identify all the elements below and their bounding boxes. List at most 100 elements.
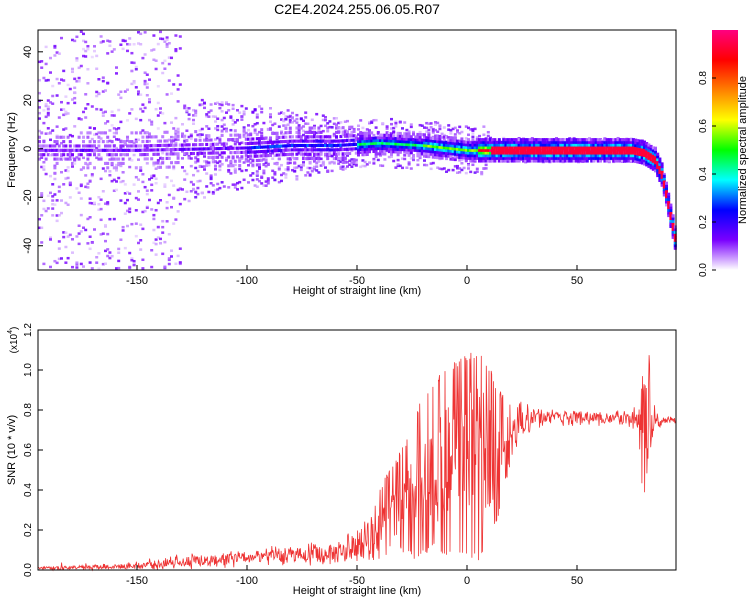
spectrogram-cell: [77, 242, 81, 246]
spectrogram-cell: [104, 169, 107, 173]
spectrogram-cell: [654, 153, 657, 157]
spectrogram-cell: [379, 152, 382, 156]
spectrogram-cell: [315, 155, 319, 158]
spectrogram-cell: [519, 146, 523, 150]
spectrogram-cell: [665, 197, 668, 201]
spectrogram-cell: [121, 179, 125, 183]
spectrogram-cell: [262, 145, 266, 149]
spectrogram-cell: [596, 151, 600, 155]
spectrogram-cell: [361, 137, 365, 141]
spectrogram-cell: [607, 143, 611, 147]
spectrogram-cell: [374, 152, 378, 156]
spectrogram-cell: [260, 131, 264, 135]
spectrogram-cell: [495, 156, 499, 160]
spectrogram-cell: [139, 32, 143, 36]
spectrogram-cell: [49, 265, 52, 269]
spectrogram-cell: [533, 143, 536, 147]
spectrogram-cell: [665, 189, 668, 193]
spectrogram-cell: [416, 163, 420, 167]
spectrogram-cell: [423, 159, 426, 162]
spectrogram-cell: [372, 118, 376, 122]
spectrogram-cell: [601, 154, 605, 158]
spectrogram-cell: [42, 153, 46, 157]
spectrogram-cell: [605, 159, 609, 163]
spectrogram-cell: [346, 137, 349, 141]
spectrogram-cell: [405, 166, 409, 169]
spectrogram-cell: [541, 156, 545, 160]
spectrogram-cell: [249, 157, 253, 161]
spectrogram-cell: [150, 120, 154, 124]
spectrogram-cell: [654, 150, 657, 154]
spectrogram-cell: [95, 94, 99, 98]
spectrogram-cell: [183, 197, 187, 201]
spectrogram-cell: [660, 175, 664, 179]
spectrogram-cell: [519, 154, 523, 158]
spectrogram-cell: [451, 152, 455, 156]
spectrogram-cell: [515, 148, 519, 152]
spectrogram-cell: [73, 125, 77, 128]
spectrogram-cell: [438, 137, 442, 141]
spectrogram-cell: [306, 139, 310, 143]
spectrogram-cell: [535, 151, 539, 155]
spectrogram-cell: [275, 143, 279, 147]
spectrogram-cell: [167, 143, 171, 147]
spectrogram-cell: [572, 154, 576, 158]
spectrogram-cell: [392, 134, 396, 138]
spectrogram-cell: [280, 153, 283, 157]
spectrogram-cell: [436, 150, 440, 154]
spectrogram-cell: [57, 116, 61, 119]
spectrogram-cell: [95, 132, 99, 136]
spectrogram-cell: [152, 135, 156, 139]
spectrogram-cell: [638, 158, 642, 162]
spectrogram-cell: [242, 141, 246, 145]
spectrogram-cell: [464, 151, 468, 155]
spectrogram-cell: [368, 161, 371, 164]
spectrogram-cell: [537, 146, 541, 150]
spectrogram-cell: [119, 144, 123, 148]
spectrogram-cell: [359, 134, 363, 138]
spectrogram-cell: [667, 211, 671, 215]
spectrogram-cell: [464, 140, 468, 144]
spectrogram-cell: [62, 148, 66, 152]
spectrogram-cell: [343, 143, 347, 147]
spectrogram-cell: [143, 131, 147, 135]
spectrogram-cell: [513, 138, 517, 142]
spectrogram-cell: [244, 169, 248, 172]
spectrogram-cell: [137, 31, 140, 34]
spectrogram-cell: [288, 115, 292, 118]
spectrogram-cell: [154, 59, 158, 62]
spectrogram-cell: [97, 252, 101, 255]
spectrogram-cell: [126, 144, 129, 148]
spectrogram-cell: [324, 135, 327, 139]
spectrogram-cell: [423, 154, 426, 158]
spectrogram-cell: [330, 141, 334, 145]
spectrogram-cell: [445, 146, 448, 150]
spectrogram-cell: [99, 35, 103, 38]
spectrogram-cell: [337, 121, 341, 125]
spectrogram-cell: [440, 143, 444, 147]
spectrogram-cell: [315, 135, 319, 139]
spectrogram-cell: [68, 144, 72, 148]
spectrogram-cell: [379, 149, 382, 153]
spectrogram-cell: [491, 143, 495, 147]
spectrogram-cell: [482, 125, 486, 128]
spectrogram-cell: [621, 148, 624, 152]
spectrogram-cell: [42, 144, 46, 148]
spectrogram-cell: [458, 150, 462, 154]
spectrogram-cell: [244, 142, 248, 146]
spectrogram-cell: [273, 173, 277, 176]
spectrogram-cell: [458, 170, 462, 174]
spectrogram-cell: [592, 156, 596, 160]
spectrogram-cell: [229, 138, 233, 142]
spectrogram-cell: [332, 139, 336, 143]
spectrogram-cell: [387, 136, 391, 140]
spectrogram-cell: [632, 159, 635, 163]
spectrogram-cell: [319, 164, 323, 167]
spectrogram-cell: [46, 107, 50, 111]
spectrogram-cell: [396, 142, 400, 146]
spectrogram-cell: [502, 136, 506, 140]
spectrogram-cell: [126, 119, 129, 122]
spectrogram-cell: [599, 140, 602, 144]
spectrogram-cell: [552, 140, 556, 144]
spectrogram-cell: [475, 154, 479, 158]
